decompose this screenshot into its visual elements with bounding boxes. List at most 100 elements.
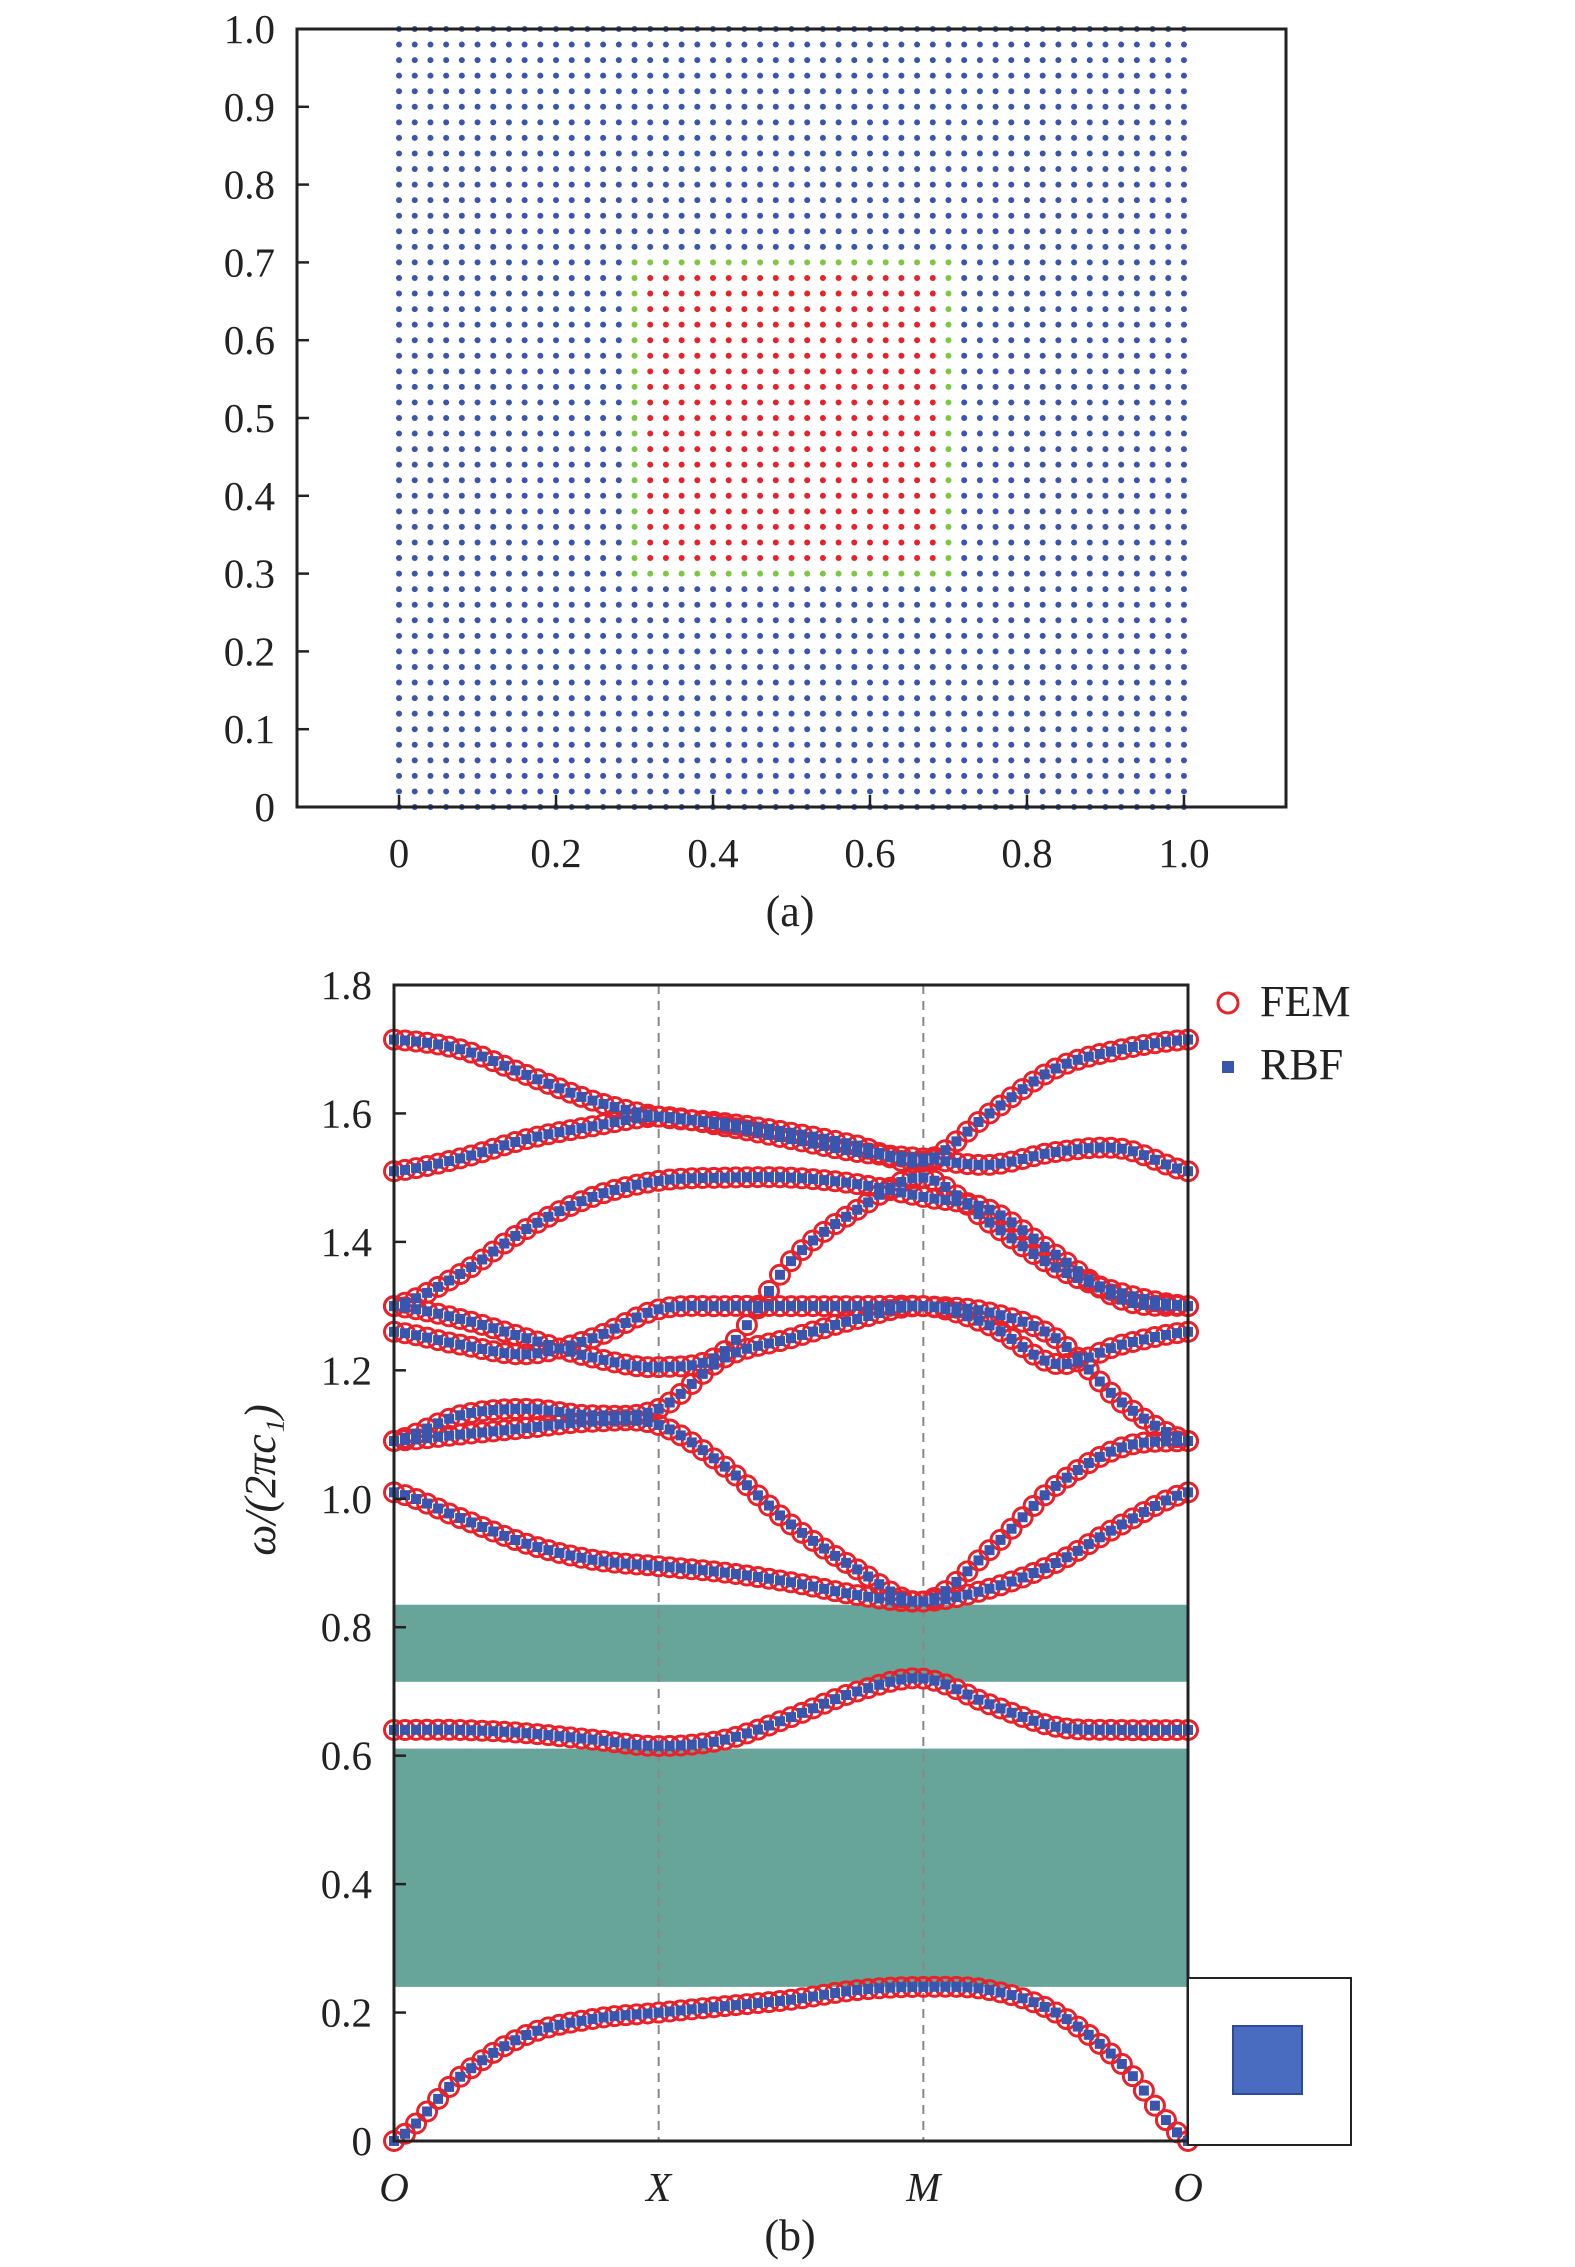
rbf-point — [1160, 2115, 1171, 2126]
matrix-node — [757, 586, 764, 593]
rbf-point — [885, 1152, 896, 1163]
matrix-node — [1055, 166, 1062, 173]
matrix-node — [615, 72, 622, 79]
matrix-node — [443, 259, 450, 266]
matrix-node — [584, 695, 591, 702]
matrix-node — [725, 663, 732, 670]
inclusion-node — [882, 306, 889, 313]
matrix-node — [443, 461, 450, 468]
matrix-node — [1008, 337, 1015, 344]
rbf-point — [852, 1179, 863, 1190]
matrix-node — [505, 337, 512, 344]
matrix-node — [458, 710, 465, 717]
matrix-node — [772, 586, 779, 593]
matrix-node — [1055, 446, 1062, 453]
matrix-node — [725, 788, 732, 795]
matrix-node — [804, 243, 811, 250]
matrix-node — [678, 617, 685, 624]
rbf-point — [422, 1433, 433, 1444]
rbf-point — [675, 1173, 686, 1184]
matrix-node — [443, 150, 450, 157]
matrix-node — [490, 772, 497, 779]
inclusion-node — [694, 337, 701, 344]
rbf-point — [1017, 1711, 1028, 1722]
rbf-point — [896, 1155, 907, 1166]
rbf-point — [565, 1340, 576, 1351]
rbf-point — [841, 1316, 852, 1327]
matrix-node — [537, 337, 544, 344]
matrix-node — [662, 757, 669, 764]
rbf-point — [1039, 2001, 1050, 2012]
matrix-node — [568, 352, 575, 359]
rbf-point — [1006, 1333, 1017, 1344]
matrix-node — [1165, 134, 1172, 141]
matrix-node — [992, 601, 999, 608]
matrix-node — [1149, 430, 1156, 437]
inclusion-node — [757, 368, 764, 375]
matrix-node — [1008, 772, 1015, 779]
matrix-node — [505, 274, 512, 281]
matrix-node — [1149, 243, 1156, 250]
matrix-node — [584, 399, 591, 406]
matrix-node — [1086, 415, 1093, 421]
matrix-node — [992, 555, 999, 562]
rbf-point — [400, 1328, 411, 1339]
rbf-point — [774, 1995, 785, 2006]
rbf-point — [675, 1361, 686, 1372]
matrix-node — [1023, 601, 1030, 608]
rbf-point — [1171, 1432, 1182, 1443]
inclusion-node — [788, 446, 795, 453]
rbf-point — [896, 1674, 907, 1685]
rbf-point — [477, 1319, 488, 1330]
rbf-point — [774, 1510, 785, 1521]
interface-node — [929, 570, 936, 577]
matrix-node — [505, 446, 512, 453]
matrix-node — [961, 772, 968, 779]
matrix-node — [521, 383, 528, 390]
rbf-point — [984, 1583, 995, 1594]
matrix-node — [835, 228, 842, 235]
matrix-node — [804, 601, 811, 608]
matrix-node — [1023, 41, 1030, 48]
matrix-node — [1086, 150, 1093, 157]
rbf-point — [907, 1300, 918, 1311]
inclusion-node — [678, 523, 685, 530]
matrix-node — [568, 632, 575, 639]
matrix-node — [1086, 166, 1093, 173]
matrix-node — [411, 477, 418, 484]
rbf-point — [1050, 1146, 1061, 1157]
matrix-node — [710, 772, 717, 779]
matrix-node — [741, 788, 748, 795]
inclusion-node — [898, 492, 905, 499]
interface-node — [631, 274, 638, 281]
matrix-node — [929, 103, 936, 110]
interface-node — [631, 337, 638, 344]
matrix-node — [1133, 228, 1140, 235]
matrix-node — [631, 150, 638, 157]
rbf-point — [1050, 1063, 1061, 1074]
matrix-node — [1165, 788, 1172, 795]
rbf-point — [697, 1357, 708, 1368]
rbf-point — [896, 1187, 907, 1198]
rbf-point — [962, 1303, 973, 1314]
matrix-node — [537, 695, 544, 702]
rbf-point — [455, 1410, 466, 1421]
matrix-node — [945, 648, 952, 655]
matrix-node — [1133, 523, 1140, 530]
interface-node — [945, 321, 952, 328]
matrix-node — [804, 212, 811, 219]
matrix-node — [568, 555, 575, 562]
matrix-node — [490, 150, 497, 157]
matrix-node — [600, 352, 607, 359]
matrix-node — [615, 539, 622, 546]
matrix-node — [411, 415, 418, 421]
inclusion-node — [929, 461, 936, 468]
matrix-node — [396, 197, 403, 204]
rbf-point — [929, 1175, 940, 1186]
matrix-node — [458, 726, 465, 733]
matrix-node — [600, 181, 607, 188]
rbf-point — [499, 1238, 510, 1249]
matrix-node — [1023, 695, 1030, 702]
rbf-point — [1127, 1439, 1138, 1450]
matrix-node — [443, 88, 450, 95]
